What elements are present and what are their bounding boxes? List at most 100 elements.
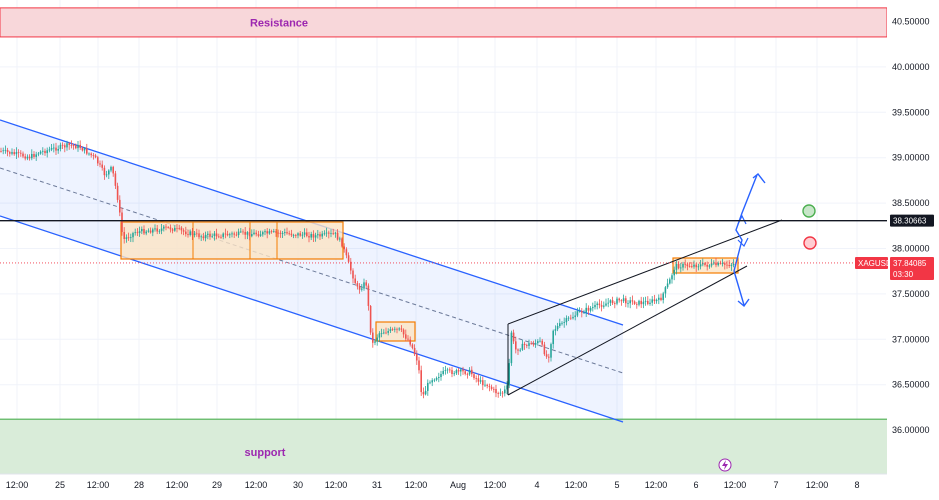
candle-body [616,298,618,304]
candle-body [347,255,350,262]
candle-body [273,231,275,233]
candle-body [237,231,240,235]
candle-body [574,315,576,317]
countdown-label: 03:30 [893,270,914,279]
candle-body [468,369,471,375]
candle-body [57,148,59,151]
time-tick-label: 12:00 [645,480,668,490]
candle-body [231,233,233,235]
candle-body [506,385,508,390]
candle-body [138,231,141,233]
candle-body [565,318,568,323]
candle-body [277,232,279,234]
candle-body [149,230,152,233]
candle-body [477,378,480,382]
candle-body [715,262,717,266]
candle-body [649,302,651,304]
candle-body [446,369,449,371]
candle-body [438,377,440,378]
candle-body [55,147,57,151]
candle-body [598,303,601,306]
candle-body [466,373,469,375]
candle-body [464,371,466,374]
candle-body [268,231,271,234]
candle-body [567,317,570,319]
candle-body [391,329,394,331]
candle-body [409,339,411,345]
candle-body [592,307,594,309]
time-axis[interactable]: 12:00 25 12:00 28 12:00 29 12:00 30 12:00 31 12:00… [0,473,939,500]
time-tick-label: 28 [134,480,144,490]
candle-body [53,147,55,149]
resistance-label: Resistance [250,17,308,29]
candle-body [182,230,185,232]
candle-body [24,156,26,159]
candle-body [627,303,629,305]
candle-body [81,147,84,151]
candle-body [20,152,22,154]
candle-body [704,263,706,265]
candle-body [178,228,180,229]
descending-channel [0,119,624,423]
candle-body [691,266,693,268]
key-level-label: 38.30663 [893,217,927,226]
candle-body [17,152,20,153]
candle-body [39,151,42,154]
candle-body [675,263,678,270]
candle-body [97,157,99,164]
candle-body [328,232,330,234]
candle-body [677,263,680,269]
candle-body [697,266,700,268]
candle-body [537,341,539,344]
consolidation-boxes [120,221,739,342]
candle-body [662,293,664,301]
current-price-label: 37.84085 [893,259,927,268]
candle-body [504,389,506,394]
candle-body [365,282,367,286]
candle-body [708,265,711,267]
candle-body [218,236,220,238]
candle-body [411,344,414,348]
candle-body [369,305,372,333]
rising-wedge [507,219,783,396]
candle-body [596,303,598,305]
candle-body [301,234,304,236]
candle-body [26,156,29,159]
candle-body [125,237,128,239]
candle-body [726,264,728,266]
candle-body [248,232,251,237]
candle-body [682,263,684,268]
candle-body [193,233,196,236]
candle-body [235,234,238,236]
candle-body [444,370,447,371]
candle-body [664,287,667,294]
candle-body [262,232,264,235]
candle-body [266,231,268,234]
candle-body [583,312,585,314]
candle-body [167,227,169,229]
candle-body [484,384,486,386]
candle-body [585,307,587,313]
candle-body [70,144,73,146]
candle-body [2,150,4,152]
candle-body [666,283,669,288]
candle-body [528,343,530,346]
candle-body [717,263,719,266]
price-axis[interactable]: 40.50000 40.00000 39.50000 39.00000 38.50000… [855,0,939,500]
candle-body [587,307,590,311]
candle-body [660,297,662,301]
time-tick-label: 12:00 [405,480,428,490]
candle-body [59,144,62,149]
candle-body [655,299,658,302]
time-tick-label: 12:00 [484,480,507,490]
candle-body [202,236,205,239]
price-tick-label: 38.50000 [892,198,930,208]
time-tick-label: 8 [854,480,859,490]
candle-body [286,232,288,234]
candle-body [719,263,722,264]
zones: Resistance support [0,7,888,474]
time-tick-label: 12:00 [724,480,747,490]
candle-body [367,285,370,306]
target-marker [802,204,816,218]
